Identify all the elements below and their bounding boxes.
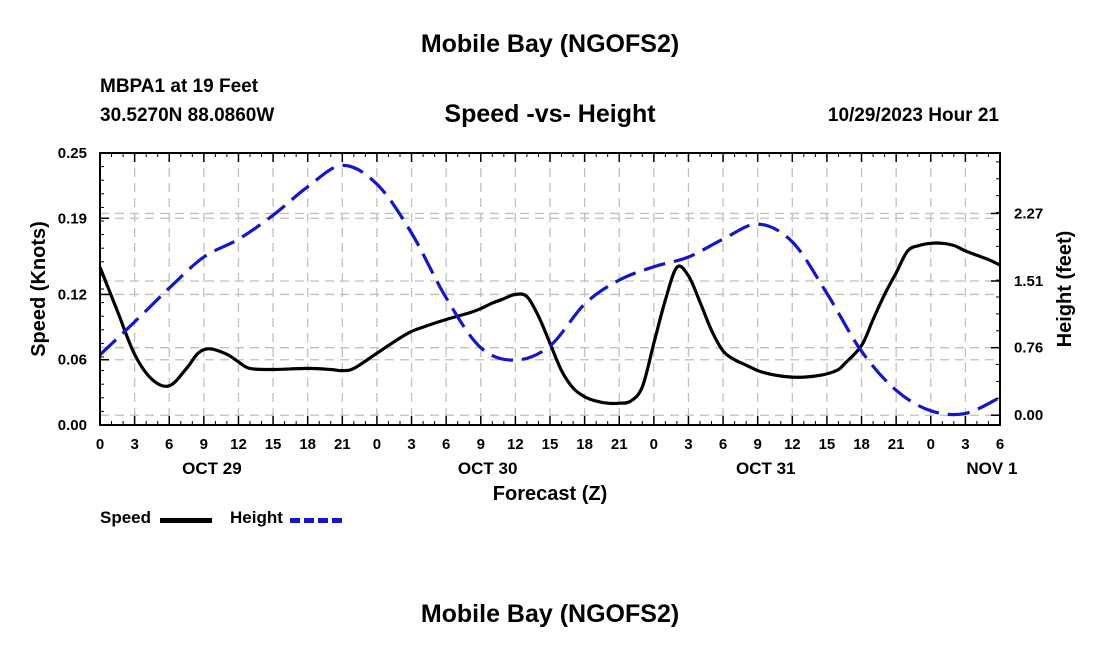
x-tick-label: 0: [96, 436, 104, 453]
x-tick-label: 18: [853, 436, 870, 453]
x-tick-label: 21: [611, 436, 628, 453]
x-tick-label: 18: [299, 436, 316, 453]
x-tick-label: 12: [230, 436, 247, 453]
x-tick-label: 3: [407, 436, 415, 453]
y2-tick-label: 0.76: [1014, 340, 1043, 357]
y-tick-label: 0.25: [58, 145, 87, 162]
y-tick-label: 0.00: [58, 417, 87, 434]
x-tick-label: 21: [888, 436, 905, 453]
x-tick-label: 12: [784, 436, 801, 453]
date-label: OCT 31: [736, 459, 796, 478]
station-coordinates: 30.5270N 88.0860W: [100, 105, 275, 126]
y2-axis-label: Height (feet): [1054, 231, 1076, 348]
y2-tick-label: 2.27: [1014, 205, 1043, 222]
x-axis-label: Forecast (Z): [493, 483, 607, 505]
tick-labels: 0 3 6 9 12 15 18 21 0 3 6 9 12 15 18 21 0 3 6 9 12 15 18 21 0 3 6O…: [58, 145, 1043, 478]
legend-speed-swatch: [160, 518, 212, 523]
x-tick-label: 6: [719, 436, 727, 453]
x-tick-label: 0: [927, 436, 935, 453]
series: [98, 163, 1001, 417]
x-tick-label: 3: [130, 436, 138, 453]
station-name: MBPA1 at 19 Feet: [100, 76, 259, 97]
y2-tick-label: 0.00: [1014, 407, 1043, 424]
y-tick-label: 0.19: [58, 210, 87, 227]
y-tick-label: 0.12: [58, 286, 87, 303]
date-label: NOV 1: [966, 459, 1017, 478]
chart-subtitle: Speed -vs- Height: [444, 100, 656, 128]
x-tick-label: 15: [265, 436, 282, 453]
x-tick-label: 0: [650, 436, 658, 453]
bottom-chart-title: Mobile Bay (NGOFS2): [420, 600, 680, 628]
x-tick-label: 6: [442, 436, 450, 453]
speed-series-line: [98, 241, 1001, 406]
legend-height-swatch: [290, 518, 342, 523]
grid: [100, 153, 1000, 425]
forecast-datetime: 10/29/2023 Hour 21: [827, 105, 999, 126]
x-tick-label: 3: [961, 436, 969, 453]
x-tick-label: 18: [576, 436, 593, 453]
y2-tick-label: 1.51: [1014, 273, 1043, 290]
x-tick-label: 15: [819, 436, 836, 453]
x-tick-label: 15: [542, 436, 559, 453]
ticks: [99, 152, 1001, 426]
x-tick-label: 6: [996, 436, 1004, 453]
date-label: OCT 29: [182, 459, 242, 478]
x-tick-label: 12: [507, 436, 524, 453]
x-tick-label: 9: [754, 436, 762, 453]
legend-speed-label: Speed: [100, 508, 152, 527]
chart-title: Mobile Bay (NGOFS2): [420, 30, 680, 58]
x-tick-label: 6: [165, 436, 173, 453]
height-series-line: [98, 163, 1001, 417]
x-tick-label: 9: [200, 436, 208, 453]
x-tick-label: 9: [477, 436, 485, 453]
date-label: OCT 30: [458, 459, 518, 478]
x-tick-label: 3: [684, 436, 692, 453]
y-axis-label: Speed (Knots): [28, 221, 50, 357]
x-tick-label: 21: [334, 436, 351, 453]
x-tick-label: 0: [373, 436, 381, 453]
y-tick-label: 0.06: [58, 352, 87, 369]
legend-height-label: Height: [230, 508, 283, 527]
